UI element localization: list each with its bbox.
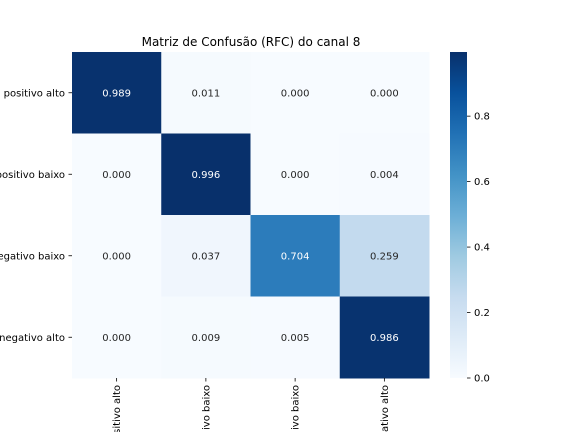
heatmap-value-label-0-0: 0.989	[102, 88, 131, 99]
heatmap-cell-3-3	[339, 296, 430, 379]
heatmap-value-label-2-2: 0.704	[281, 251, 310, 262]
row-label-3: negativo alto	[0, 333, 65, 344]
colorbar-tick-label-2: 0.4	[474, 243, 490, 254]
colorbar-ticks: 0.0 0.2 0.4 0.6 0.8	[467, 112, 490, 385]
heatmap-cell-1-0	[72, 133, 162, 216]
column-label-1: ivo baixo	[201, 385, 212, 430]
column-label-3: ativo alto	[380, 385, 391, 432]
colorbar: 0.0 0.2 0.4 0.6 0.8	[450, 52, 490, 385]
heatmap-cell-1-2	[250, 133, 341, 216]
colorbar-tick-label-4: 0.8	[474, 112, 490, 123]
heatmap-value-label-0-1: 0.011	[192, 88, 221, 99]
heatmap-value-label-3-3: 0.986	[370, 333, 399, 344]
heatmap-value-label-2-0: 0.000	[102, 251, 131, 262]
column-label-2: ivo baixo	[291, 385, 302, 430]
heatmap-cells: 0.989 0.011 0.000 0.000 0.000 0.996 0.000 0.004…	[72, 52, 430, 379]
colorbar-tick-label-1: 0.2	[474, 308, 490, 319]
column-labels: sitivo alto ivo baixo ivo baixo ativo alto	[112, 378, 391, 432]
heatmap-cell-0-2	[250, 52, 341, 134]
row-label-1: positivo baixo	[0, 170, 65, 181]
chart-title: Matriz de Confusão (RFC) do canal 8	[142, 35, 361, 49]
colorbar-tick-label-0: 0.0	[474, 374, 490, 385]
heatmap-value-label-1-3: 0.004	[370, 170, 399, 181]
heatmap-value-label-0-2: 0.000	[281, 88, 310, 99]
heatmap-value-label-1-0: 0.000	[102, 170, 131, 181]
colorbar-gradient	[450, 52, 467, 378]
heatmap-value-label-0-3: 0.000	[370, 88, 399, 99]
row-label-2: egativo baixo	[0, 251, 65, 262]
heatmap-cell-1-1	[161, 133, 251, 216]
row-labels: o positivo alto positivo baixo egativo bai…	[0, 88, 72, 344]
heatmap-cell-0-1	[161, 52, 251, 134]
heatmap-cell-2-1	[161, 215, 251, 297]
colorbar-tick-label-3: 0.6	[474, 177, 490, 188]
column-label-0: sitivo alto	[112, 385, 123, 432]
row-label-0: o positivo alto	[0, 88, 65, 99]
heatmap-cell-2-2	[250, 215, 341, 297]
heatmap-cell-3-2	[250, 296, 341, 379]
heatmap-value-label-3-2: 0.005	[281, 333, 310, 344]
heatmap-value-label-2-3: 0.259	[370, 251, 399, 262]
heatmap-cell-2-0	[72, 215, 162, 297]
heatmap-cell-2-3	[339, 215, 430, 297]
heatmap-cell-1-3	[339, 133, 430, 216]
heatmap-cell-3-1	[161, 296, 251, 379]
heatmap-value-label-3-1: 0.009	[192, 333, 221, 344]
heatmap-cell-0-0	[72, 52, 162, 134]
heatmap-cell-3-0	[72, 296, 162, 379]
heatmap-cell-0-3	[339, 52, 430, 134]
heatmap-value-label-2-1: 0.037	[192, 251, 221, 262]
heatmap-value-label-1-2: 0.000	[281, 170, 310, 181]
heatmap-value-label-1-1: 0.996	[192, 170, 221, 181]
heatmap-value-label-3-0: 0.000	[102, 333, 131, 344]
